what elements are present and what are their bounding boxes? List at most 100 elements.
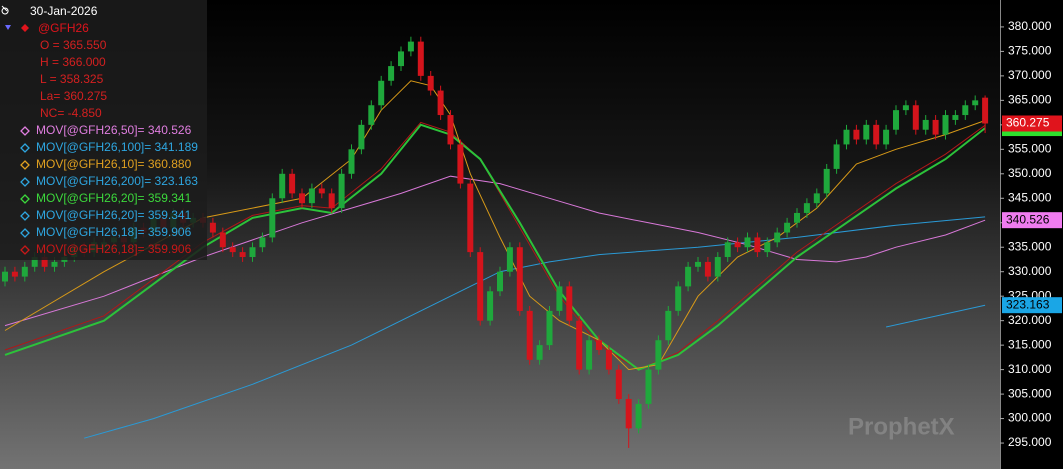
candle-body bbox=[823, 168, 830, 194]
candle-body bbox=[972, 100, 979, 106]
watermark: ProphetX bbox=[848, 413, 955, 440]
candle-body bbox=[506, 247, 513, 272]
candle-body bbox=[843, 129, 850, 145]
study-label: MOV[@GFH26,18]= 359.906 bbox=[36, 225, 192, 239]
candle-body bbox=[774, 232, 781, 243]
y-tick-label: 295.000 bbox=[1008, 435, 1052, 449]
candle-body bbox=[754, 237, 761, 253]
candle-body bbox=[526, 310, 533, 360]
candle-body bbox=[982, 97, 989, 124]
study-diamond bbox=[20, 245, 30, 255]
study-label: MOV[@GFH26,20]= 359.341 bbox=[36, 191, 192, 205]
y-tick-label: 370.000 bbox=[1008, 68, 1052, 82]
candle-body bbox=[378, 80, 385, 106]
candle-body bbox=[299, 193, 305, 204]
candle-body bbox=[912, 105, 919, 130]
quote-line: O = 365.550 bbox=[40, 38, 107, 52]
candle-body bbox=[437, 90, 444, 116]
y-tick-label: 380.000 bbox=[1008, 19, 1052, 33]
moving-average-line bbox=[84, 216, 986, 439]
candle-body bbox=[219, 232, 226, 248]
candle-body bbox=[932, 119, 939, 135]
price-tag-label: 360.275 bbox=[1006, 116, 1050, 130]
price-tag bbox=[1002, 212, 1062, 229]
moving-average-line bbox=[4, 175, 986, 327]
candle-body bbox=[417, 41, 424, 76]
candle-body bbox=[269, 198, 276, 238]
candle-body bbox=[784, 222, 791, 233]
study-diamond bbox=[20, 211, 30, 221]
candle-body bbox=[714, 257, 721, 277]
candle-body bbox=[794, 212, 800, 223]
search-icon[interactable] bbox=[1, 5, 9, 15]
y-tick-label: 345.000 bbox=[1008, 190, 1052, 204]
study-label: MOV[@GFH26,100]= 341.189 bbox=[36, 140, 198, 154]
candle-body bbox=[51, 261, 58, 267]
candle-body bbox=[318, 188, 325, 194]
candle-body bbox=[685, 266, 692, 287]
candle-body bbox=[497, 271, 503, 292]
moving-average-line bbox=[885, 304, 986, 328]
candle-body bbox=[605, 350, 612, 370]
candle-body bbox=[744, 237, 751, 248]
candle-body bbox=[229, 247, 236, 253]
candle-body bbox=[249, 247, 256, 258]
collapse-icon[interactable] bbox=[5, 25, 11, 30]
quote-line: NC= -4.850 bbox=[40, 106, 102, 120]
candle-body bbox=[942, 115, 949, 135]
quote-line: La= 360.275 bbox=[40, 89, 107, 103]
legend-date: 30-Jan-2026 bbox=[30, 4, 98, 18]
y-tick-label: 355.000 bbox=[1008, 141, 1052, 155]
candle-body bbox=[21, 266, 28, 277]
candle-body bbox=[724, 242, 731, 258]
candle-body bbox=[487, 291, 494, 321]
candle-body bbox=[2, 271, 8, 282]
y-tick-label: 365.000 bbox=[1008, 93, 1052, 107]
axis-background bbox=[1000, 0, 1063, 469]
candle-body bbox=[209, 222, 216, 233]
y-tick-label: 375.000 bbox=[1008, 44, 1052, 58]
candle-body bbox=[873, 124, 880, 145]
y-tick-label: 305.000 bbox=[1008, 386, 1052, 400]
study-diamond bbox=[20, 228, 30, 238]
candle-body bbox=[41, 257, 48, 267]
y-tick-label: 315.000 bbox=[1008, 337, 1052, 351]
quote-line: L = 358.325 bbox=[40, 72, 104, 86]
candle-body bbox=[447, 115, 454, 145]
y-tick-label: 350.000 bbox=[1008, 166, 1052, 180]
study-diamond bbox=[20, 177, 30, 187]
candle-body bbox=[427, 75, 434, 91]
candle-body bbox=[922, 119, 929, 130]
study-diamond bbox=[20, 143, 30, 153]
candle-body bbox=[388, 66, 395, 81]
candle-body bbox=[596, 340, 602, 351]
candle-body bbox=[477, 252, 484, 321]
price-tag-label: 323.163 bbox=[1006, 297, 1050, 311]
candle-body bbox=[902, 105, 909, 111]
candle-body bbox=[467, 183, 474, 253]
candle-body bbox=[11, 271, 18, 277]
candle-body bbox=[635, 403, 642, 429]
study-label: MOV[@GFH26,20]= 359.341 bbox=[36, 208, 192, 222]
candle-body bbox=[368, 105, 375, 125]
candle-body bbox=[803, 203, 810, 213]
candle-body bbox=[398, 51, 404, 67]
symbol-diamond bbox=[21, 24, 29, 32]
candle-body bbox=[536, 345, 543, 360]
legend-panel bbox=[0, 0, 207, 260]
candle-body bbox=[863, 124, 870, 140]
candle-body bbox=[31, 257, 38, 267]
candle-body bbox=[457, 144, 464, 184]
candle-body bbox=[764, 242, 771, 253]
y-tick-label: 300.000 bbox=[1008, 411, 1052, 425]
candle-body bbox=[962, 105, 969, 116]
quote-line: H = 366.000 bbox=[40, 55, 106, 69]
candle-body bbox=[615, 369, 622, 399]
y-tick-label: 310.000 bbox=[1008, 362, 1052, 376]
study-diamond bbox=[20, 160, 30, 170]
candle-body bbox=[665, 310, 672, 341]
candle-body bbox=[546, 310, 553, 346]
candle-body bbox=[675, 286, 682, 311]
candle-body bbox=[586, 340, 593, 370]
